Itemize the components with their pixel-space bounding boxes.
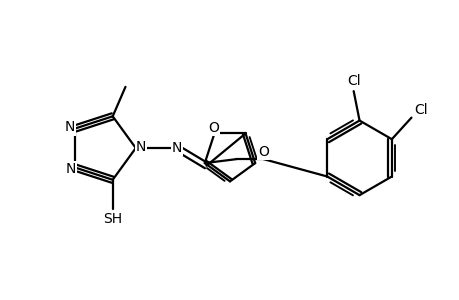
Text: O: O <box>257 145 269 159</box>
Text: N: N <box>65 120 75 134</box>
Text: Cl: Cl <box>414 103 427 117</box>
Text: N: N <box>65 162 76 176</box>
Text: SH: SH <box>103 212 122 226</box>
Text: N: N <box>172 141 182 155</box>
Text: O: O <box>207 121 218 135</box>
Text: N: N <box>136 140 146 154</box>
Text: Cl: Cl <box>346 74 360 88</box>
